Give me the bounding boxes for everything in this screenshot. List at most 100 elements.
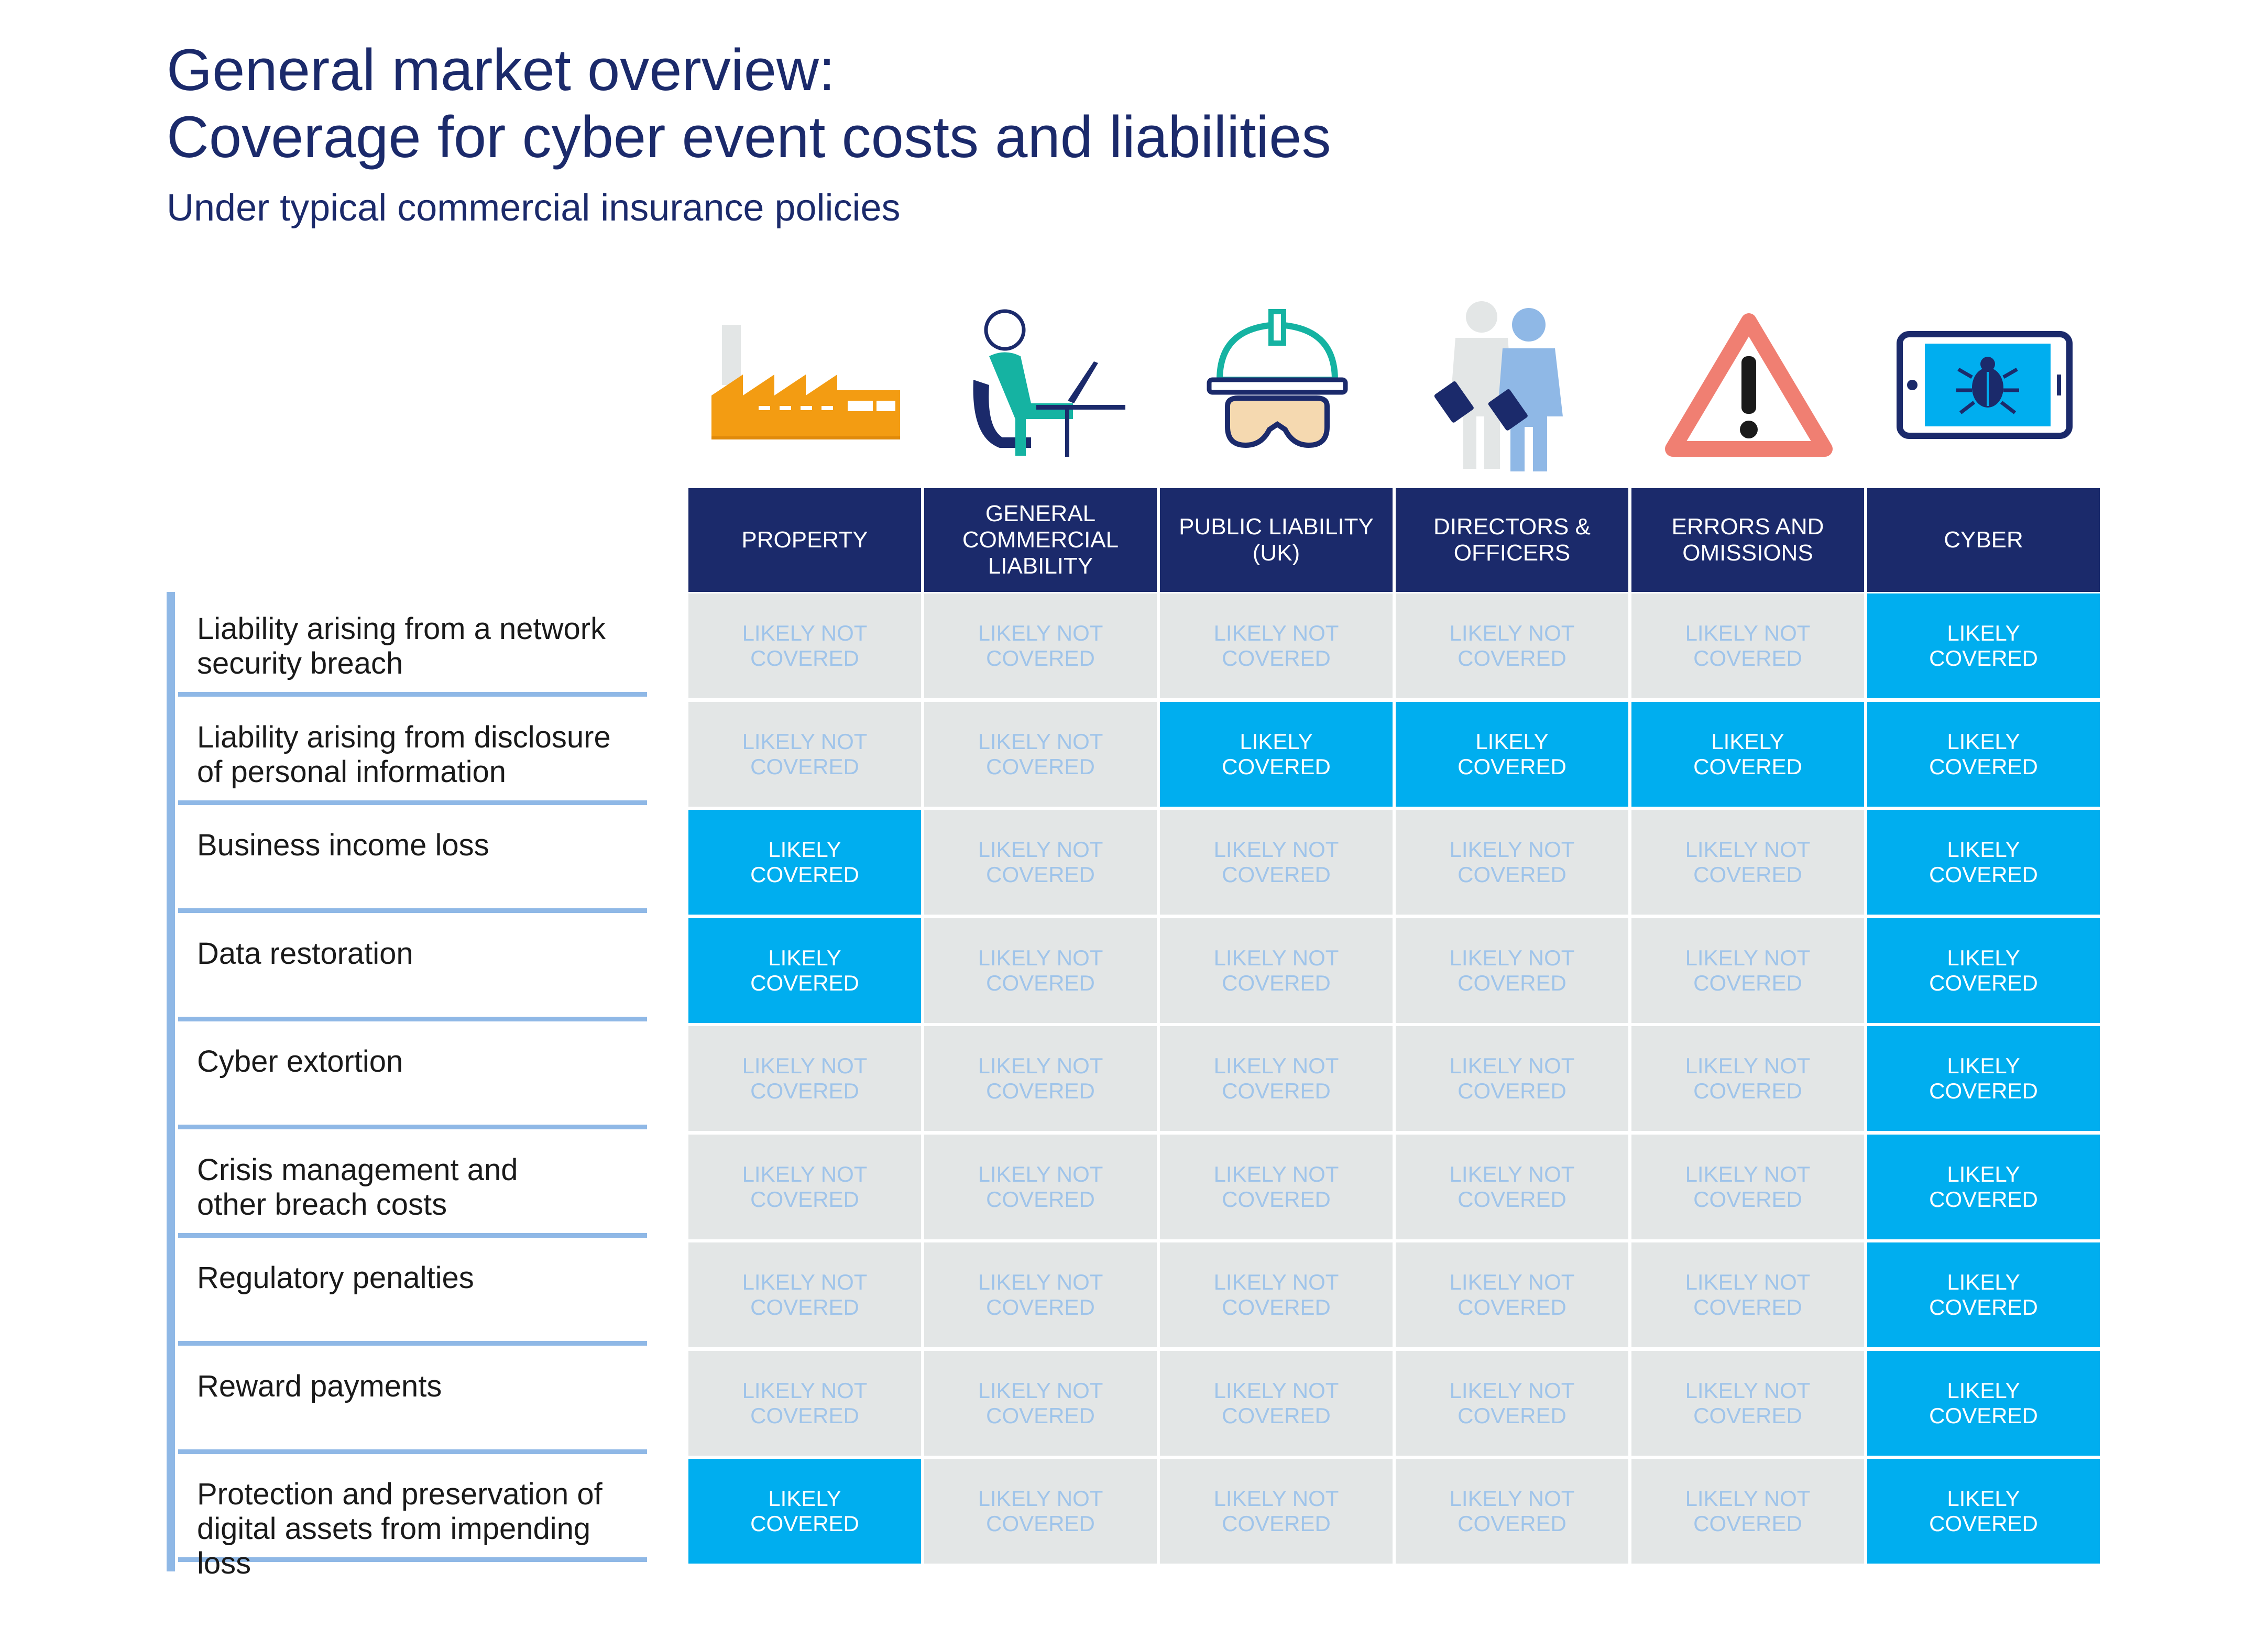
coverage-cell-not-covered: LIKELY NOT COVERED xyxy=(924,702,1157,807)
coverage-cell-not-covered: LIKELY NOT COVERED xyxy=(1631,810,1864,915)
column-header-property: PROPERTY xyxy=(688,488,921,592)
coverage-cell-not-covered: LIKELY NOT COVERED xyxy=(1160,1135,1393,1239)
coverage-cell-not-covered: LIKELY NOT COVERED xyxy=(1160,810,1393,915)
coverage-cell-text: LIKELY NOT COVERED xyxy=(1449,621,1575,670)
coverage-cell-not-covered: LIKELY NOT COVERED xyxy=(1631,1351,1864,1456)
factory-icon xyxy=(688,291,923,479)
coverage-cell-text: LIKELY COVERED xyxy=(1458,729,1566,779)
coverage-cell-text: LIKELY NOT COVERED xyxy=(1213,837,1339,887)
coverage-cell-not-covered: LIKELY NOT COVERED xyxy=(924,810,1157,915)
coverage-cell-text: LIKELY NOT COVERED xyxy=(1449,837,1575,887)
coverage-cell-not-covered: LIKELY NOT COVERED xyxy=(1160,918,1393,1023)
coverage-cell-covered: LIKELY COVERED xyxy=(1867,1351,2100,1456)
row-label: Crisis management and other breach costs xyxy=(178,1133,647,1238)
coverage-cell-text: LIKELY NOT COVERED xyxy=(1685,945,1811,995)
coverage-cell-not-covered: LIKELY NOT COVERED xyxy=(1160,1242,1393,1347)
coverage-cell-covered: LIKELY COVERED xyxy=(1867,1026,2100,1131)
coverage-cell-text: LIKELY COVERED xyxy=(1929,945,2038,995)
coverage-cell-text: LIKELY NOT COVERED xyxy=(742,1378,868,1428)
column-header-errors-omissions: ERRORS AND OMISSIONS xyxy=(1631,488,1864,592)
coverage-cell-not-covered: LIKELY NOT COVERED xyxy=(1631,593,1864,698)
coverage-cell-not-covered: LIKELY NOT COVERED xyxy=(1631,1242,1864,1347)
coverage-cell-covered: LIKELY COVERED xyxy=(1396,702,1628,807)
coverage-cell-not-covered: LIKELY NOT COVERED xyxy=(688,593,921,698)
coverage-cell-text: LIKELY COVERED xyxy=(750,945,859,995)
coverage-cell-text: LIKELY NOT COVERED xyxy=(1449,945,1575,995)
row-label: Data restoration xyxy=(178,917,647,1021)
page-title-line-2: Coverage for cyber event costs and liabi… xyxy=(167,104,1331,170)
coverage-cell-not-covered: LIKELY NOT COVERED xyxy=(1396,810,1628,915)
coverage-cell-text: LIKELY NOT COVERED xyxy=(978,1378,1103,1428)
coverage-cell-text: LIKELY NOT COVERED xyxy=(1449,1162,1575,1212)
coverage-cell-text: LIKELY NOT COVERED xyxy=(742,621,868,670)
coverage-cell-not-covered: LIKELY NOT COVERED xyxy=(1396,593,1628,698)
coverage-cell-text: LIKELY NOT COVERED xyxy=(978,729,1103,779)
warning-triangle-icon xyxy=(1631,291,1866,479)
row-label: Reward payments xyxy=(178,1349,647,1454)
coverage-cell-text: LIKELY NOT COVERED xyxy=(1449,1053,1575,1103)
coverage-cell-not-covered: LIKELY NOT COVERED xyxy=(1396,1026,1628,1131)
coverage-cell-not-covered: LIKELY NOT COVERED xyxy=(688,1351,921,1456)
coverage-cell-text: LIKELY COVERED xyxy=(1929,1270,2038,1319)
coverage-cell-text: LIKELY NOT COVERED xyxy=(1213,621,1339,670)
coverage-cell-not-covered: LIKELY NOT COVERED xyxy=(1396,1242,1628,1347)
coverage-cell-text: LIKELY NOT COVERED xyxy=(1213,1270,1339,1319)
coverage-cell-covered: LIKELY COVERED xyxy=(1867,1242,2100,1347)
coverage-cell-text: LIKELY NOT COVERED xyxy=(978,1270,1103,1319)
coverage-cell-text: LIKELY COVERED xyxy=(1929,1162,2038,1212)
coverage-cell-text: LIKELY COVERED xyxy=(1929,621,2038,670)
coverage-cell-covered: LIKELY COVERED xyxy=(1160,702,1393,807)
coverage-cell-not-covered: LIKELY NOT COVERED xyxy=(1160,1026,1393,1131)
page-title: General market overview: Coverage for cy… xyxy=(167,37,1529,171)
coverage-cell-not-covered: LIKELY NOT COVERED xyxy=(924,593,1157,698)
column-header-cyber: CYBER xyxy=(1867,488,2100,592)
office-worker-icon xyxy=(924,291,1159,479)
row-label-text: Cyber extortion xyxy=(197,1044,403,1079)
row-label: Protection and preservation of digital a… xyxy=(178,1457,647,1580)
coverage-cell-not-covered: LIKELY NOT COVERED xyxy=(688,1135,921,1239)
coverage-cell-not-covered: LIKELY NOT COVERED xyxy=(1396,918,1628,1023)
coverage-cell-not-covered: LIKELY NOT COVERED xyxy=(924,918,1157,1023)
coverage-cell-not-covered: LIKELY NOT COVERED xyxy=(1160,593,1393,698)
coverage-cell-covered: LIKELY COVERED xyxy=(1631,702,1864,807)
row-label-text: Regulatory penalties xyxy=(197,1261,474,1295)
coverage-cell-covered: LIKELY COVERED xyxy=(688,810,921,915)
coverage-cell-text: LIKELY NOT COVERED xyxy=(742,729,868,779)
row-labels-accent-bar xyxy=(167,592,175,1571)
coverage-cell-text: LIKELY NOT COVERED xyxy=(978,945,1103,995)
coverage-cell-not-covered: LIKELY NOT COVERED xyxy=(1160,1459,1393,1564)
coverage-cell-text: LIKELY NOT COVERED xyxy=(1685,1053,1811,1103)
coverage-cell-text: LIKELY COVERED xyxy=(1929,729,2038,779)
coverage-cell-not-covered: LIKELY NOT COVERED xyxy=(1396,1135,1628,1239)
coverage-cell-text: LIKELY COVERED xyxy=(1929,837,2038,887)
coverage-cell-text: LIKELY NOT COVERED xyxy=(978,1486,1103,1536)
coverage-cell-text: LIKELY NOT COVERED xyxy=(742,1053,868,1103)
row-label-text: Liability arising from disclosure of per… xyxy=(197,720,611,789)
coverage-cell-covered: LIKELY COVERED xyxy=(1867,593,2100,698)
coverage-cell-text: LIKELY NOT COVERED xyxy=(1449,1486,1575,1536)
coverage-cell-covered: LIKELY COVERED xyxy=(688,918,921,1023)
coverage-cell-not-covered: LIKELY NOT COVERED xyxy=(688,702,921,807)
page-title-line-1: General market overview: xyxy=(167,37,836,103)
business-people-icon xyxy=(1396,291,1630,479)
coverage-cell-text: LIKELY COVERED xyxy=(1929,1378,2038,1428)
row-label: Cyber extortion xyxy=(178,1025,647,1129)
row-label-text: Liability arising from a network securit… xyxy=(197,612,606,680)
coverage-cell-not-covered: LIKELY NOT COVERED xyxy=(688,1026,921,1131)
coverage-cell-text: LIKELY NOT COVERED xyxy=(978,837,1103,887)
coverage-cell-not-covered: LIKELY NOT COVERED xyxy=(924,1026,1157,1131)
row-label-text: Data restoration xyxy=(197,937,413,971)
row-label-text: Reward payments xyxy=(197,1369,442,1403)
coverage-cell-text: LIKELY NOT COVERED xyxy=(742,1270,868,1319)
coverage-cell-text: LIKELY NOT COVERED xyxy=(1685,1270,1811,1319)
coverage-cell-text: LIKELY NOT COVERED xyxy=(1449,1378,1575,1428)
coverage-cell-covered: LIKELY COVERED xyxy=(688,1459,921,1564)
coverage-cell-not-covered: LIKELY NOT COVERED xyxy=(1396,1351,1628,1456)
row-label: Liability arising from a network securit… xyxy=(178,592,647,697)
row-label: Business income loss xyxy=(178,808,647,913)
phone-bug-icon xyxy=(1867,291,2102,479)
coverage-cell-text: LIKELY NOT COVERED xyxy=(1213,1486,1339,1536)
coverage-cell-text: LIKELY NOT COVERED xyxy=(1685,621,1811,670)
coverage-cell-text: LIKELY COVERED xyxy=(1929,1486,2038,1536)
coverage-cell-not-covered: LIKELY NOT COVERED xyxy=(1160,1351,1393,1456)
